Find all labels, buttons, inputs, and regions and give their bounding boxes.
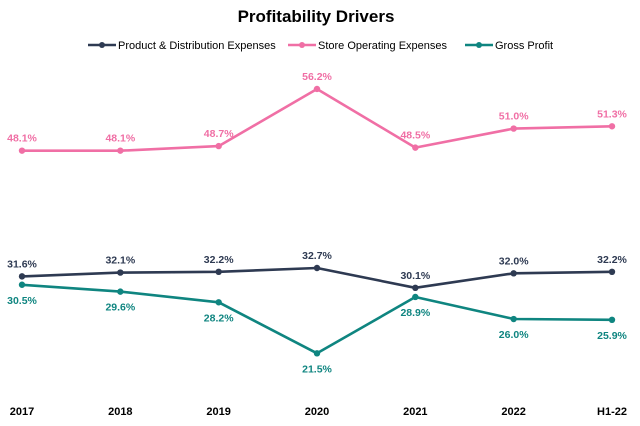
data-label: 31.6%: [7, 258, 37, 270]
legend-item-gross-profit[interactable]: Gross Profit: [465, 40, 553, 52]
data-point[interactable]: [313, 85, 321, 93]
data-label: 26.0%: [499, 329, 529, 341]
legend-label: Store Operating Expenses: [318, 40, 448, 52]
data-point[interactable]: [313, 264, 321, 272]
series-store-operating-expenses: 48.1% 48.1% 48.7% 56.2% 48.5% 51.0% 51.3%: [7, 71, 628, 154]
data-point[interactable]: [117, 288, 124, 295]
x-tick-label: 2022: [501, 406, 525, 418]
x-tick-label: 2020: [305, 406, 329, 418]
data-point[interactable]: [510, 270, 517, 277]
x-tick-label: 2018: [108, 406, 132, 418]
data-label: 30.1%: [400, 270, 430, 282]
data-label: 28.9%: [400, 307, 430, 319]
data-label: 51.0%: [499, 111, 529, 123]
data-label: 48.1%: [105, 133, 135, 145]
legend-marker-dot: [99, 42, 105, 48]
data-point[interactable]: [215, 268, 222, 276]
data-point[interactable]: [412, 293, 419, 301]
data-label: 32.2%: [204, 254, 234, 266]
data-label: 48.5%: [400, 130, 430, 142]
data-point[interactable]: [313, 350, 321, 357]
series-gross-profit: 30.5% 29.6% 28.2% 21.5% 28.9% 26.0% 25.9%: [7, 281, 628, 375]
data-point[interactable]: [215, 299, 222, 306]
x-tick-label: 2017: [10, 406, 34, 418]
data-label: 51.3%: [597, 108, 627, 120]
data-label: 28.2%: [204, 312, 234, 324]
data-point[interactable]: [510, 315, 517, 323]
legend-item-product-distribution[interactable]: Product & Distribution Expenses: [88, 40, 276, 52]
legend-label: Gross Profit: [495, 40, 553, 52]
data-point[interactable]: [608, 268, 616, 276]
x-axis: 2017 2018 2019 2020 2021 2022 H1-22: [10, 406, 627, 418]
data-point[interactable]: [215, 142, 222, 150]
series-product-distribution-expenses: 31.6% 32.1% 32.2% 32.7% 30.1% 32.0% 32.2%: [7, 250, 628, 292]
chart-title: Profitability Drivers: [238, 7, 395, 26]
data-label: 30.5%: [7, 295, 37, 307]
data-point[interactable]: [412, 144, 419, 151]
data-label: 32.1%: [105, 255, 135, 267]
data-label: 48.1%: [7, 133, 37, 145]
data-label: 48.7%: [204, 128, 234, 140]
data-point[interactable]: [18, 147, 26, 154]
legend-label: Product & Distribution Expenses: [118, 40, 276, 52]
plot-area: 31.6% 32.1% 32.2% 32.7% 30.1% 32.0% 32.2% 48.1%…: [7, 71, 627, 375]
legend-marker-dot: [299, 42, 305, 48]
series-line: [21, 283, 613, 355]
chart-legend: Product & Distribution Expenses Store Op…: [88, 40, 553, 52]
data-label: 32.7%: [302, 250, 332, 262]
data-point[interactable]: [117, 269, 124, 276]
x-tick-label: 2021: [403, 406, 427, 418]
x-tick-label: H1-22: [597, 406, 627, 418]
data-point[interactable]: [608, 316, 616, 324]
data-label: 21.5%: [302, 363, 332, 375]
data-point[interactable]: [608, 123, 616, 130]
data-label: 32.2%: [597, 254, 627, 266]
data-label: 56.2%: [302, 71, 332, 83]
data-point[interactable]: [412, 284, 419, 292]
x-tick-label: 2019: [206, 406, 230, 418]
legend-marker-dot: [476, 42, 482, 48]
data-label: 25.9%: [597, 330, 627, 342]
data-label: 29.6%: [105, 302, 135, 314]
data-label: 32.0%: [499, 255, 529, 267]
data-point[interactable]: [18, 281, 26, 288]
data-point[interactable]: [18, 273, 26, 280]
data-point[interactable]: [117, 147, 124, 154]
legend-item-store-operating[interactable]: Store Operating Expenses: [288, 40, 448, 52]
data-point[interactable]: [510, 125, 517, 132]
